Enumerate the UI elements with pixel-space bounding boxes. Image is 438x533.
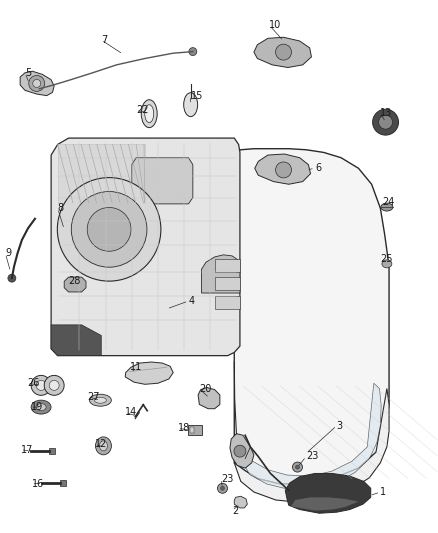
Circle shape (276, 44, 292, 60)
Polygon shape (58, 144, 145, 203)
Text: 23: 23 (221, 474, 233, 484)
Polygon shape (51, 325, 101, 356)
Polygon shape (234, 389, 389, 503)
Text: 2: 2 (232, 506, 238, 515)
Circle shape (373, 109, 399, 135)
Ellipse shape (184, 93, 198, 117)
Text: 3: 3 (337, 421, 343, 431)
Polygon shape (241, 383, 381, 489)
Text: 12: 12 (95, 439, 107, 449)
Polygon shape (234, 496, 247, 508)
Polygon shape (215, 277, 240, 290)
Text: 4: 4 (188, 296, 194, 306)
Circle shape (293, 462, 303, 472)
Polygon shape (198, 387, 220, 409)
Polygon shape (254, 37, 311, 68)
Text: 24: 24 (382, 197, 395, 207)
Circle shape (29, 76, 45, 91)
Circle shape (189, 47, 197, 55)
Circle shape (31, 375, 51, 395)
Circle shape (220, 486, 225, 490)
Circle shape (8, 274, 16, 282)
Circle shape (87, 207, 131, 251)
Ellipse shape (145, 104, 154, 123)
Circle shape (44, 375, 64, 395)
Text: 5: 5 (25, 68, 31, 78)
Polygon shape (51, 138, 240, 356)
Text: 20: 20 (199, 384, 212, 393)
Ellipse shape (36, 403, 46, 410)
Polygon shape (291, 497, 359, 511)
Text: 14: 14 (125, 407, 138, 417)
Polygon shape (215, 259, 240, 272)
Polygon shape (215, 296, 240, 309)
Text: 11: 11 (130, 362, 142, 373)
Ellipse shape (382, 260, 392, 268)
Ellipse shape (95, 397, 106, 403)
Ellipse shape (89, 394, 111, 406)
Polygon shape (201, 255, 240, 293)
Text: 19: 19 (31, 402, 43, 412)
Ellipse shape (99, 441, 107, 451)
Polygon shape (132, 158, 193, 204)
Text: 22: 22 (136, 105, 148, 115)
Bar (188, 425, 202, 435)
Ellipse shape (141, 100, 157, 127)
Text: 16: 16 (32, 479, 44, 489)
Text: 27: 27 (87, 392, 100, 401)
Ellipse shape (31, 400, 51, 414)
Polygon shape (64, 277, 86, 292)
Text: 18: 18 (177, 423, 190, 433)
Text: 25: 25 (380, 254, 393, 263)
Text: 23: 23 (306, 451, 318, 462)
Circle shape (33, 79, 41, 87)
Circle shape (218, 483, 227, 493)
Circle shape (57, 177, 161, 281)
Text: 13: 13 (380, 108, 392, 118)
Circle shape (276, 162, 292, 178)
Bar (191, 427, 194, 433)
Text: 15: 15 (191, 91, 203, 101)
Circle shape (49, 381, 59, 390)
Text: 1: 1 (380, 487, 386, 497)
Ellipse shape (95, 437, 111, 455)
Text: 6: 6 (315, 163, 321, 173)
Circle shape (71, 191, 147, 267)
Circle shape (36, 381, 46, 390)
Text: 28: 28 (69, 276, 81, 286)
Polygon shape (285, 473, 371, 513)
Text: 10: 10 (269, 20, 281, 30)
Circle shape (296, 465, 300, 469)
Text: 7: 7 (101, 35, 107, 45)
Polygon shape (234, 149, 389, 484)
Text: 8: 8 (58, 203, 64, 213)
Polygon shape (255, 154, 311, 184)
Text: 9: 9 (5, 248, 11, 258)
Circle shape (378, 115, 392, 129)
Bar (60, 480, 66, 486)
Polygon shape (230, 434, 254, 468)
Ellipse shape (381, 203, 393, 211)
Text: 17: 17 (21, 445, 33, 455)
Polygon shape (125, 362, 173, 384)
Text: 26: 26 (27, 378, 39, 388)
Circle shape (234, 445, 246, 457)
Polygon shape (20, 71, 54, 95)
Bar (49, 448, 54, 454)
